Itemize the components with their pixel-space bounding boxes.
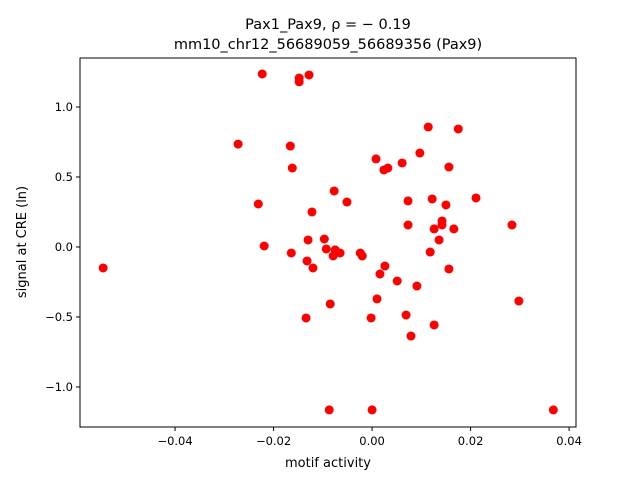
data-point (259, 241, 269, 251)
plot-frame (79, 57, 577, 428)
data-point (449, 224, 459, 234)
data-point (257, 69, 267, 79)
data-point (429, 320, 439, 330)
data-point (429, 224, 439, 234)
data-point (471, 193, 481, 203)
x-tick-label: 0.04 (556, 434, 582, 448)
data-point (285, 141, 295, 151)
data-point (307, 207, 317, 217)
x-axis-label: motif activity (285, 456, 371, 471)
chart-title-line1: Pax1_Pax9, ρ = − 0.19 (245, 17, 411, 33)
data-point (401, 310, 411, 320)
y-tick-label: 0.0 (55, 240, 73, 254)
data-point (98, 263, 108, 273)
data-point (253, 199, 263, 209)
data-point (294, 77, 304, 87)
x-tick-label: 0.00 (359, 434, 385, 448)
y-tick-label: −0.5 (45, 310, 73, 324)
data-point (406, 331, 416, 341)
data-point (403, 196, 413, 206)
data-point (423, 122, 433, 132)
data-point (287, 163, 297, 173)
data-point (453, 124, 463, 134)
x-tick-label: 0.02 (458, 434, 484, 448)
data-point (375, 269, 385, 279)
data-point (233, 139, 243, 149)
data-point (335, 248, 345, 258)
data-point (441, 200, 451, 210)
data-point (303, 235, 313, 245)
data-point (366, 313, 376, 323)
x-axis-ticks: −0.04 −0.02 0.00 0.02 0.04 (157, 427, 582, 448)
data-point (444, 162, 454, 172)
data-point (319, 234, 329, 244)
data-point (434, 235, 444, 245)
data-point (325, 299, 335, 309)
data-point (328, 251, 338, 261)
data-point (357, 251, 367, 261)
data-point (507, 220, 517, 230)
data-point (286, 248, 296, 258)
y-axis-label: signal at CRE (ln) (15, 186, 30, 298)
data-point (548, 405, 558, 415)
data-point (403, 220, 413, 230)
y-tick-label: 1.0 (55, 100, 73, 114)
data-point (302, 256, 312, 266)
data-point (514, 296, 524, 306)
data-point (301, 313, 311, 323)
data-point (444, 264, 454, 274)
data-point (308, 263, 318, 273)
y-axis-ticks: −1.0 −0.5 0.0 0.5 1.0 (45, 100, 80, 394)
data-point (367, 405, 377, 415)
data-point (397, 158, 407, 168)
data-point (412, 281, 422, 291)
data-point (321, 244, 331, 254)
data-point (342, 197, 352, 207)
data-point (324, 405, 334, 415)
data-point (380, 261, 390, 271)
y-tick-label: 0.5 (55, 170, 73, 184)
data-point (425, 247, 435, 257)
points-layer (98, 69, 558, 415)
data-point (383, 163, 393, 173)
data-point (392, 276, 402, 286)
data-point (372, 294, 382, 304)
chart-title-line2: mm10_chr12_56689059_56689356 (Pax9) (174, 37, 482, 53)
data-point (437, 220, 447, 230)
data-point (304, 70, 314, 80)
y-tick-label: −1.0 (45, 380, 73, 394)
x-tick-label: −0.02 (256, 434, 291, 448)
data-point (415, 148, 425, 158)
x-tick-label: −0.04 (157, 434, 192, 448)
data-point (427, 194, 437, 204)
data-point (371, 154, 381, 164)
data-point (329, 186, 339, 196)
